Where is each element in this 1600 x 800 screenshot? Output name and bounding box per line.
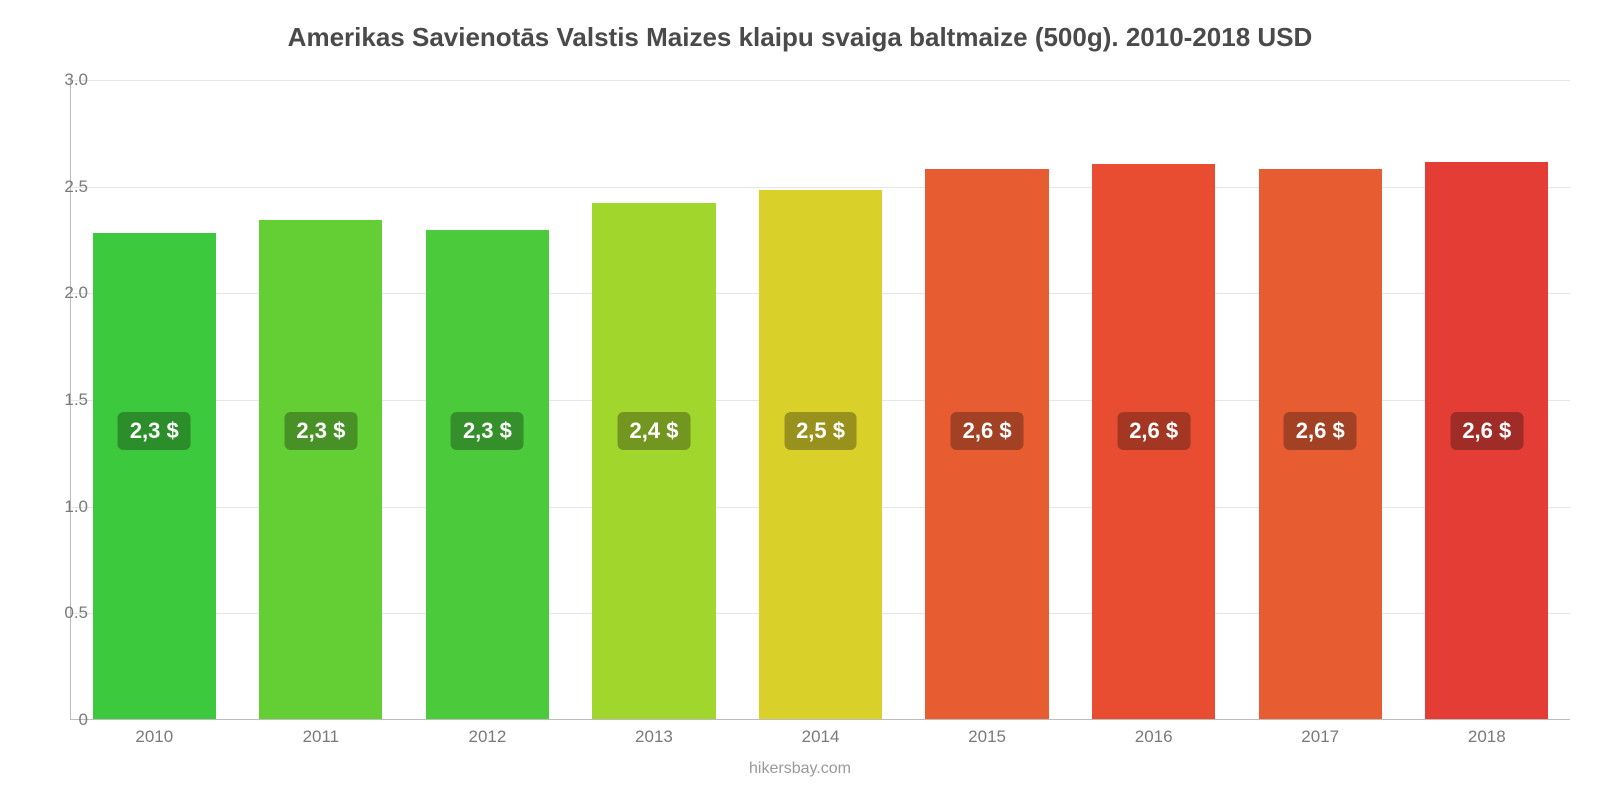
y-tick-label: 2.5 xyxy=(28,177,88,197)
bar-slot: 2,6 $2017 xyxy=(1237,80,1404,719)
y-tick-label: 1.0 xyxy=(28,497,88,517)
y-tick-label: 1.5 xyxy=(28,390,88,410)
chart-title: Amerikas Savienotās Valstis Maizes klaip… xyxy=(0,22,1600,53)
bar-value-label: 2,3 $ xyxy=(118,412,191,450)
bar: 2,6 $ xyxy=(925,169,1048,719)
plot-area: 2,3 $20102,3 $20112,3 $20122,4 $20132,5 … xyxy=(70,80,1570,720)
bar-value-label: 2,3 $ xyxy=(284,412,357,450)
bar-slot: 2,6 $2016 xyxy=(1070,80,1237,719)
x-tick-label: 2015 xyxy=(968,727,1006,747)
x-tick-label: 2012 xyxy=(468,727,506,747)
bar-value-label: 2,6 $ xyxy=(1117,412,1190,450)
y-tick-label: 3.0 xyxy=(28,70,88,90)
bar: 2,5 $ xyxy=(759,190,882,719)
x-tick-label: 2018 xyxy=(1468,727,1506,747)
y-tick-label: 2.0 xyxy=(28,283,88,303)
bar: 2,4 $ xyxy=(592,203,715,719)
bar: 2,3 $ xyxy=(259,220,382,719)
bar-slot: 2,3 $2011 xyxy=(238,80,405,719)
x-tick-label: 2013 xyxy=(635,727,673,747)
x-tick-label: 2011 xyxy=(303,727,340,747)
y-tick-label: 0 xyxy=(28,710,88,730)
y-tick-label: 0.5 xyxy=(28,603,88,623)
x-tick-label: 2016 xyxy=(1135,727,1173,747)
bars-container: 2,3 $20102,3 $20112,3 $20122,4 $20132,5 … xyxy=(71,80,1570,719)
bar-slot: 2,3 $2010 xyxy=(71,80,238,719)
bar: 2,6 $ xyxy=(1259,169,1382,719)
bar-value-label: 2,6 $ xyxy=(1284,412,1357,450)
bar: 2,3 $ xyxy=(93,233,216,719)
source-label: hikersbay.com xyxy=(0,760,1600,778)
bar-slot: 2,6 $2015 xyxy=(904,80,1071,719)
bar-value-label: 2,6 $ xyxy=(951,412,1024,450)
bar-value-label: 2,4 $ xyxy=(618,412,691,450)
bar-value-label: 2,3 $ xyxy=(451,412,524,450)
bar-slot: 2,5 $2014 xyxy=(737,80,904,719)
bar-slot: 2,3 $2012 xyxy=(404,80,571,719)
bar-chart: Amerikas Savienotās Valstis Maizes klaip… xyxy=(0,0,1600,800)
x-tick-label: 2014 xyxy=(802,727,840,747)
bar: 2,6 $ xyxy=(1425,162,1548,719)
bar: 2,6 $ xyxy=(1092,164,1215,719)
bar: 2,3 $ xyxy=(426,230,549,719)
bar-slot: 2,6 $2018 xyxy=(1404,80,1571,719)
bar-slot: 2,4 $2013 xyxy=(571,80,738,719)
x-tick-label: 2010 xyxy=(135,727,173,747)
bar-value-label: 2,5 $ xyxy=(784,412,857,450)
x-tick-label: 2017 xyxy=(1301,727,1339,747)
bar-value-label: 2,6 $ xyxy=(1450,412,1523,450)
